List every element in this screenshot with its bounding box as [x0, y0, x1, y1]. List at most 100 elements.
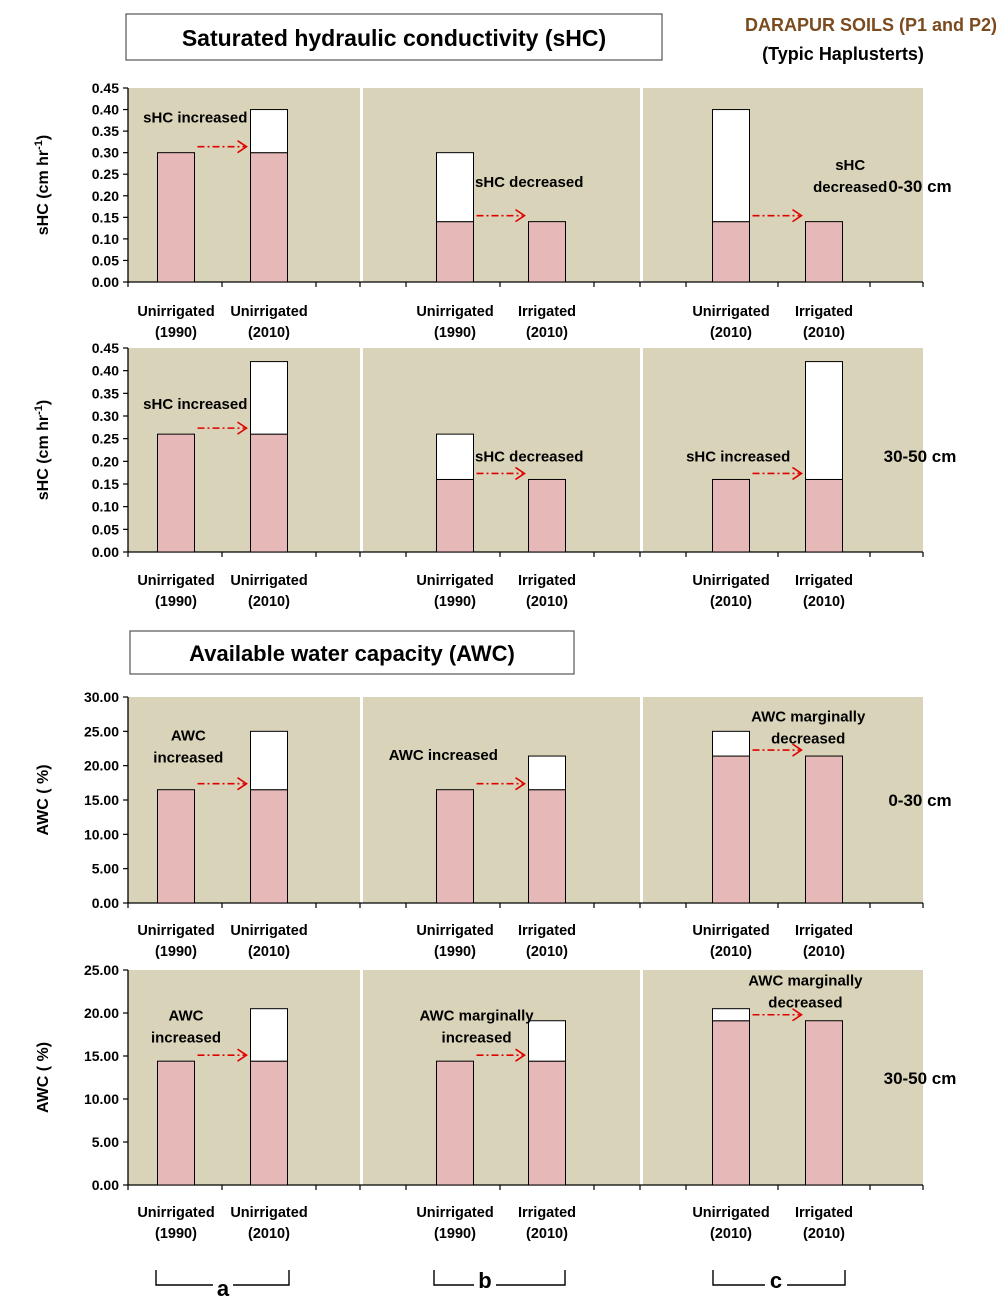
- category-label: Unirrigated: [137, 304, 214, 320]
- y-tick-label: 15.00: [84, 792, 119, 808]
- bar-base: [250, 433, 288, 553]
- y-axis-label: sHC (cm hr-1): [33, 400, 52, 500]
- y-tick-label: 0.00: [92, 544, 119, 560]
- panel-2: Unirrigated (1990) Irrigated (2010) sHC decr…: [416, 152, 583, 341]
- bar-base: [157, 152, 195, 283]
- y-tick-label: 5.00: [92, 861, 119, 877]
- annotation-label: sHC decreased: [475, 174, 583, 191]
- change-arrow-head: [792, 208, 803, 223]
- bar-change: [528, 1020, 566, 1062]
- chart-awc-0-30: 0.00 5.00 10.00 15.00 20.00 25.00 30.00 AWC ( %…: [35, 689, 952, 960]
- bar-change: [528, 755, 566, 791]
- category-label: Unirrigated: [230, 304, 307, 320]
- category-label: Unirrigated: [692, 304, 769, 320]
- bar-change: [250, 361, 288, 435]
- y-tick-label: 15.00: [84, 1048, 119, 1064]
- annotation-label: sHC increased: [143, 396, 247, 413]
- panel-1: Unirrigated (1990) Unirrigated (2010) sHC in…: [137, 109, 308, 341]
- panel-3: Unirrigated (2010) Irrigated (2010) AWC marg…: [692, 972, 863, 1242]
- annotation-label: decreased: [768, 994, 842, 1011]
- annotation-label: AWC: [171, 727, 206, 744]
- category-label: Irrigated: [795, 923, 853, 939]
- panel-1: Unirrigated (1990) Unirrigated (2010) sHC in…: [137, 361, 308, 610]
- panel-background: [643, 348, 923, 552]
- category-label: (1990): [434, 325, 476, 341]
- change-arrow-head: [237, 140, 248, 154]
- panel-2: Unirrigated (1990) Irrigated (2010) AWC incr…: [389, 747, 576, 960]
- bar-base: [250, 789, 288, 904]
- category-label: (1990): [155, 594, 197, 610]
- y-tick-label: 0.15: [92, 209, 119, 225]
- annotation-label: AWC: [169, 1008, 204, 1025]
- y-tick-label: 0.25: [92, 166, 119, 182]
- change-arrow-head: [792, 743, 803, 757]
- group-label-b: b: [478, 1268, 491, 1293]
- awc-section-title-box: [129, 630, 575, 675]
- y-tick-label: 0.45: [92, 80, 119, 96]
- y-tick-label: 0.40: [92, 102, 119, 118]
- bar-change: [436, 152, 474, 223]
- category-label: (2010): [248, 944, 290, 960]
- chart-shc-0-30: 0.00 0.05 0.10 0.15 0.20 0.25 0.30 0.35 0.40 0.45…: [33, 80, 952, 341]
- site-title: DARAPUR SOILS (P1 and P2): [745, 15, 997, 35]
- bar-base: [528, 221, 566, 283]
- panel-1: Unirrigated (1990) Unirrigated (2010) AWC inc…: [137, 1008, 307, 1242]
- category-label: Unirrigated: [692, 573, 769, 589]
- chart-awc-30-50: 0.00 5.00 10.00 15.00 20.00 25.00 AWC ( %) 30-5…: [35, 962, 956, 1242]
- bar-change: [436, 433, 474, 480]
- y-tick-label: 25.00: [84, 723, 119, 739]
- y-tick-label: 0.25: [92, 431, 119, 447]
- depth-label: 30-50 cm: [884, 447, 957, 466]
- awc-section-title: Available water capacity (AWC): [189, 641, 515, 666]
- y-tick-label: 25.00: [84, 962, 119, 978]
- annotation-label: AWC marginally: [751, 709, 866, 726]
- annotation-label: sHC increased: [143, 109, 247, 126]
- y-tick-label: 10.00: [84, 1091, 119, 1107]
- bar-base: [250, 1060, 288, 1186]
- category-label: (1990): [155, 944, 197, 960]
- category-label: (1990): [155, 325, 197, 341]
- change-arrow-head: [792, 466, 803, 481]
- y-tick-label: 30.00: [84, 689, 119, 705]
- y-tick-label: 5.00: [92, 1134, 119, 1150]
- y-tick-label: 0.05: [92, 252, 119, 268]
- y-tick-label: 0.40: [92, 363, 119, 379]
- y-tick-label: 0.45: [92, 340, 119, 356]
- panel-3: Unirrigated (2010) Irrigated (2010) sHC decre…: [692, 109, 887, 341]
- y-axis-label: AWC ( %): [35, 764, 52, 835]
- panel-background: [643, 970, 923, 1185]
- shc-section-title-box: [125, 13, 663, 61]
- y-tick-label: 0.35: [92, 123, 119, 139]
- category-label: (2010): [710, 1226, 752, 1242]
- category-label: (2010): [526, 594, 568, 610]
- change-arrow-head: [237, 1048, 248, 1062]
- category-label: (2010): [526, 944, 568, 960]
- change-arrow-head: [515, 1048, 526, 1062]
- panel-background: [363, 348, 640, 552]
- bar-base: [157, 789, 195, 904]
- bar-base: [805, 1020, 843, 1186]
- category-label: Unirrigated: [416, 923, 493, 939]
- category-label: (2010): [248, 325, 290, 341]
- annotation-label: AWC marginally: [419, 1008, 534, 1025]
- bar-base: [157, 433, 195, 553]
- change-arrow-head: [792, 1008, 803, 1022]
- y-tick-label: 20.00: [84, 758, 119, 774]
- annotation-label: AWC increased: [389, 747, 498, 764]
- y-tick-label: 0.00: [92, 1177, 119, 1193]
- category-label: (2010): [803, 1226, 845, 1242]
- panel-1: Unirrigated (1990) Unirrigated (2010) AWC inc…: [137, 727, 307, 960]
- y-tick-label: 0.10: [92, 499, 119, 515]
- category-label: Unirrigated: [416, 304, 493, 320]
- y-tick-label: 10.00: [84, 826, 119, 842]
- bar-change: [805, 361, 843, 480]
- charts: 0.00 0.05 0.10 0.15 0.20 0.25 0.30 0.35 0.40 0.45…: [33, 80, 956, 1242]
- annotation-label: sHC decreased: [475, 448, 583, 465]
- depth-label: 0-30 cm: [888, 791, 951, 810]
- change-arrow-head: [515, 777, 526, 791]
- annotation-label: increased: [151, 1030, 221, 1047]
- bar-base: [805, 478, 843, 553]
- category-label: (2010): [710, 594, 752, 610]
- bar-base: [436, 221, 474, 283]
